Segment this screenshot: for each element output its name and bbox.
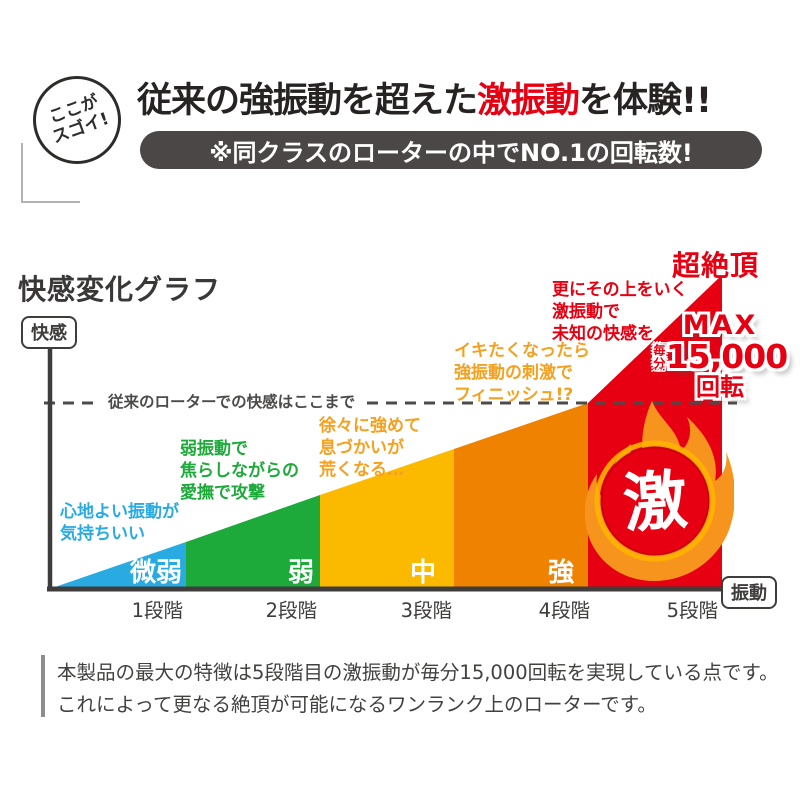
flame-icon: 激 [584,401,734,581]
main-headline: 従来の強振動を超えた激振動を体験!! [137,81,712,121]
stage-label-3: 3段階 [400,599,452,622]
level-note-2: 弱振動で 焦らしながらの 愛撫で攻撃 [180,439,299,503]
x-axis-label: 振動 [721,576,777,609]
stage-label-2: 2段階 [265,599,317,622]
corner-bracket-decoration [21,143,80,203]
threshold-label: 従来のローターでの快感はここまで [96,391,368,413]
geki-circle [600,446,710,556]
subheadline-pill: ※同クラスのローターの中でNO.1の回転数! [140,131,762,169]
subheadline-text: ※同クラスのローターの中でNO.1の回転数! [209,138,693,167]
chart-segment-1 [52,542,186,588]
geki-character: 激 [621,464,690,542]
level-note-3: 徐々に強めて 息づかいが 荒くなる… [319,416,421,480]
level-note-1: 心地よい振動が 気持ちいい [60,502,179,544]
rpm-unit: 回転 [696,373,744,401]
highlight-badge-text: ここが スゴイ! [45,91,112,148]
max-word: MAX [682,310,758,341]
chart-segment-3 [320,449,454,588]
level-name-3: 中 [409,558,436,588]
stage-label-4: 4段階 [538,599,590,622]
chart-title: 快感変化グラフ [18,273,222,306]
footer-note: 本製品の最大の特徴は5段階目の激振動が毎分15,000回転を実現している点です。… [57,657,779,721]
level-note-4: イキたくなったら 強振動の刺激で フィニッシュ!? [454,341,590,405]
headline-emphasis: 激振動 [477,81,580,121]
stage-label-1: 1段階 [131,599,183,622]
max-rpm-badge: MAX 毎分 15,000 回転 [645,310,795,401]
y-axis-label: 快感 [21,316,77,349]
per-minute-label: 毎分 [651,344,666,370]
highlight-badge: ここが スゴイ! [33,76,121,164]
footer-accent-bar [41,655,45,717]
level-note-5: 更にその上をいく 激振動で 未知の快感を [552,280,688,344]
footer-line-2: これによって更なる絶頂が可能になるワンランク上のローターです。 [57,693,657,716]
level-name-4: 強 [547,558,574,588]
chart-segment-2 [186,495,320,588]
rpm-value: 15,000 [665,337,788,376]
footer-line-1: 本製品の最大の特徴は5段階目の激振動が毎分15,000回転を実現している点です。 [57,661,779,684]
level-name-1: 微弱 [129,558,182,588]
level-name-2: 弱 [287,558,314,588]
peak-label: 超絶頂 [672,249,760,282]
stage-label-5: 5段階 [666,599,718,622]
chart-segment-4 [454,403,588,588]
geki-circle-ring [594,440,716,562]
